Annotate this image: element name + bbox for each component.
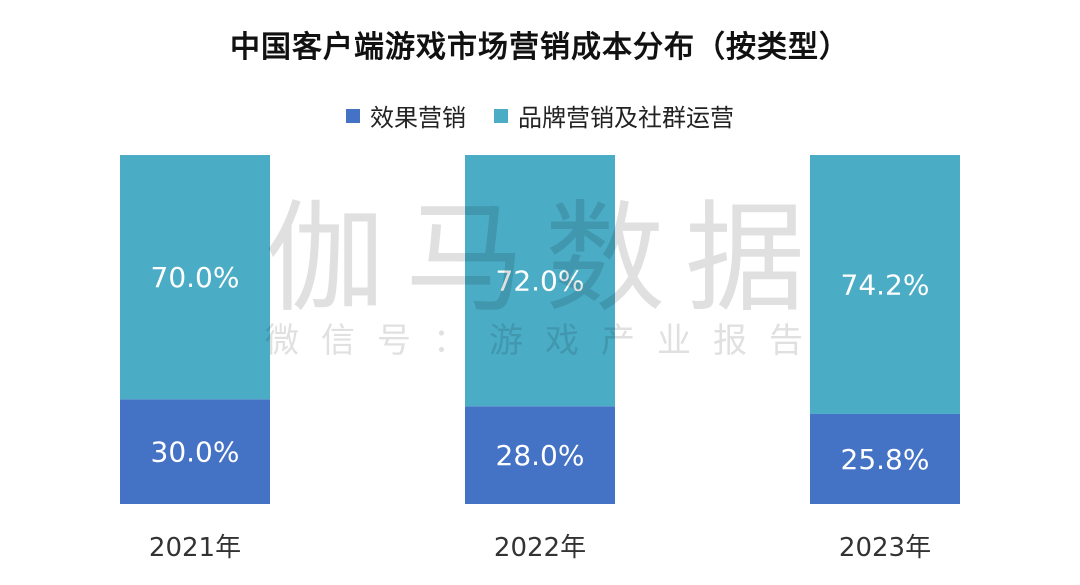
watermark: 伽马数据 微信号：游戏产业报告	[265, 190, 825, 361]
data-label-effect-2: 28.0%	[496, 439, 585, 472]
bar-segment-effect-3	[810, 413, 960, 504]
x-tick-label-3: 2023年	[839, 533, 931, 563]
chart-title: 中国客户端游戏市场营销成本分布（按类型）	[230, 30, 850, 65]
data-label-brand-1: 70.0%	[151, 261, 240, 294]
legend-item-effect-marketing: 效果营销	[346, 98, 466, 133]
x-tick-label-1: 2021年	[149, 533, 241, 563]
data-label-brand-3: 74.2%	[841, 268, 930, 301]
bar-segment-brand-2	[465, 155, 615, 407]
data-label-brand-2: 72.0%	[496, 265, 585, 298]
x-tick-label-2: 2022年	[494, 533, 586, 563]
legend-label-effect-marketing: 效果营销	[370, 104, 466, 132]
bar-segment-brand-1	[120, 155, 270, 400]
legend-swatch-brand-marketing	[494, 108, 508, 123]
legend-item-brand-marketing: 品牌营销及社群运营	[494, 98, 734, 133]
legend-swatch-effect-marketing	[346, 108, 360, 123]
watermark-main-text: 伽马数据	[265, 190, 825, 329]
bar-segment-effect-2	[465, 406, 615, 504]
data-label-effect-3: 25.8%	[841, 443, 930, 476]
bars-layer	[120, 155, 960, 504]
legend-label-brand-marketing: 品牌营销及社群运营	[518, 104, 734, 132]
bar-segment-effect-1	[120, 399, 270, 504]
legend: 效果营销 品牌营销及社群运营	[0, 98, 1080, 133]
data-label-effect-1: 30.0%	[151, 436, 240, 469]
watermark-sub-text: 微信号：游戏产业报告	[265, 321, 825, 361]
bar-segment-brand-3	[810, 155, 960, 414]
labels-layer: 30.0% 70.0% 2021年 28.0% 72.0% 2022年 25.8% 74.2%…	[149, 261, 931, 563]
